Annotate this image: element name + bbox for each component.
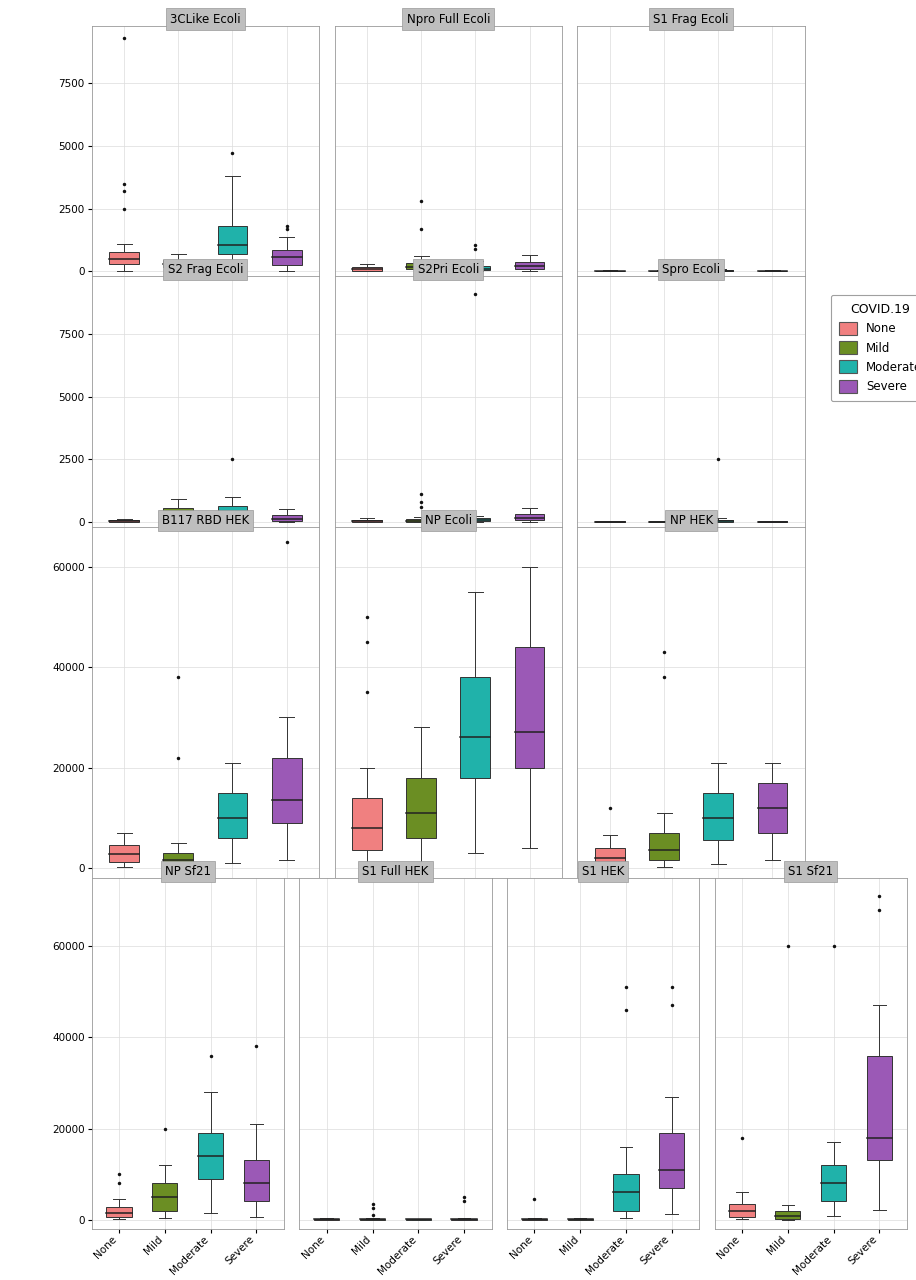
FancyBboxPatch shape	[703, 520, 733, 521]
FancyBboxPatch shape	[515, 513, 544, 521]
FancyBboxPatch shape	[461, 677, 490, 777]
FancyBboxPatch shape	[461, 266, 490, 270]
FancyBboxPatch shape	[775, 1211, 801, 1219]
Title: S1 Full HEK: S1 Full HEK	[362, 865, 429, 878]
FancyBboxPatch shape	[758, 782, 788, 833]
FancyBboxPatch shape	[649, 833, 679, 860]
FancyBboxPatch shape	[352, 797, 382, 850]
FancyBboxPatch shape	[109, 252, 139, 264]
FancyBboxPatch shape	[821, 1165, 846, 1202]
FancyBboxPatch shape	[867, 1056, 892, 1161]
Title: 3CLike Ecoli: 3CLike Ecoli	[170, 13, 241, 26]
FancyBboxPatch shape	[614, 1174, 638, 1211]
FancyBboxPatch shape	[218, 506, 247, 518]
FancyBboxPatch shape	[595, 847, 625, 864]
FancyBboxPatch shape	[272, 758, 301, 823]
Title: NP Sf21: NP Sf21	[165, 865, 211, 878]
FancyBboxPatch shape	[729, 1203, 755, 1217]
X-axis label: COVID.19: COVID.19	[419, 579, 478, 591]
FancyBboxPatch shape	[163, 260, 193, 268]
FancyBboxPatch shape	[218, 227, 247, 253]
FancyBboxPatch shape	[352, 520, 382, 521]
FancyBboxPatch shape	[106, 1207, 132, 1217]
Title: NP Ecoli: NP Ecoli	[425, 515, 472, 527]
Legend: None, Mild, Moderate, Severe: None, Mild, Moderate, Severe	[831, 294, 916, 402]
FancyBboxPatch shape	[461, 518, 490, 521]
FancyBboxPatch shape	[660, 1133, 684, 1188]
FancyBboxPatch shape	[272, 515, 301, 521]
FancyBboxPatch shape	[515, 261, 544, 269]
FancyBboxPatch shape	[152, 1183, 178, 1211]
FancyBboxPatch shape	[163, 508, 193, 520]
Title: NP HEK: NP HEK	[670, 515, 713, 527]
Title: S1 Frag Ecoli: S1 Frag Ecoli	[653, 13, 729, 26]
Title: S1 Sf21: S1 Sf21	[788, 865, 834, 878]
FancyBboxPatch shape	[163, 852, 193, 865]
Title: Spro Ecoli: Spro Ecoli	[662, 264, 720, 276]
Title: S1 HEK: S1 HEK	[582, 865, 624, 878]
FancyBboxPatch shape	[218, 792, 247, 837]
Title: S2Pri Ecoli: S2Pri Ecoli	[418, 264, 479, 276]
FancyBboxPatch shape	[407, 777, 436, 837]
FancyBboxPatch shape	[244, 1161, 269, 1202]
FancyBboxPatch shape	[198, 1133, 224, 1179]
Title: S2 Frag Ecoli: S2 Frag Ecoli	[168, 264, 243, 276]
FancyBboxPatch shape	[407, 264, 436, 269]
FancyBboxPatch shape	[272, 250, 301, 265]
FancyBboxPatch shape	[352, 268, 382, 270]
FancyBboxPatch shape	[703, 792, 733, 840]
FancyBboxPatch shape	[515, 648, 544, 768]
Title: Npro Full Ecoli: Npro Full Ecoli	[407, 13, 490, 26]
FancyBboxPatch shape	[407, 520, 436, 521]
FancyBboxPatch shape	[109, 845, 139, 861]
Title: B117 RBD HEK: B117 RBD HEK	[162, 515, 249, 527]
